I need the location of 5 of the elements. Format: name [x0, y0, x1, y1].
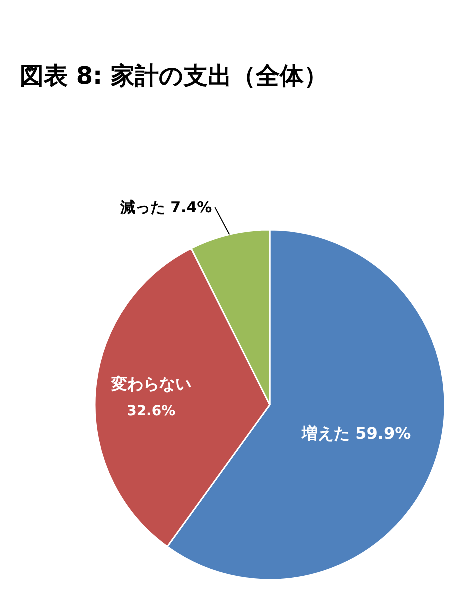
slice-label: 変わらない	[110, 374, 192, 394]
slice-label: 減った 7.4%	[119, 198, 212, 216]
data-label: 32.6%	[127, 403, 176, 420]
slice-label: 増えた 59.9%	[301, 424, 412, 444]
chart-title: 図表 8: 家計の支出（全体）	[20, 62, 328, 90]
